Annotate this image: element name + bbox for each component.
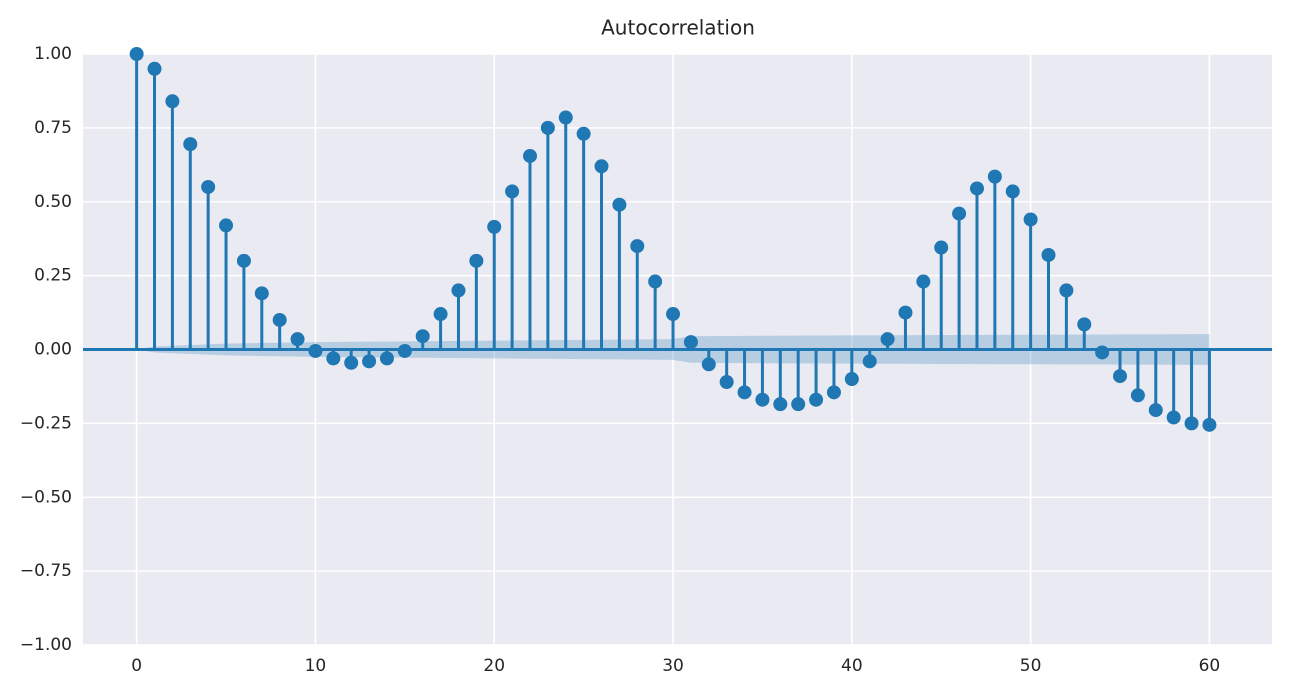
marker	[344, 355, 359, 370]
marker	[219, 218, 234, 233]
marker	[898, 305, 913, 320]
marker	[362, 354, 377, 369]
marker	[165, 94, 180, 109]
marker	[1077, 317, 1092, 332]
marker	[1113, 369, 1128, 384]
x-tick-label: 50	[1020, 656, 1042, 676]
marker	[576, 126, 591, 141]
marker	[183, 137, 198, 152]
marker	[952, 206, 967, 221]
marker	[326, 351, 341, 366]
y-tick-label: −0.50	[20, 487, 72, 507]
marker	[201, 179, 216, 194]
marker	[773, 397, 788, 412]
x-tick-label: 60	[1199, 656, 1221, 676]
marker	[522, 148, 537, 163]
marker	[129, 47, 144, 61]
y-tick-label: −1.00	[20, 635, 72, 655]
marker	[469, 253, 484, 268]
marker	[308, 343, 323, 358]
y-tick-label: 0.00	[34, 340, 72, 360]
marker	[630, 239, 645, 254]
marker	[862, 354, 877, 369]
x-tick-label: 20	[483, 656, 505, 676]
marker	[290, 332, 305, 347]
marker	[558, 110, 573, 125]
y-tick-label: −0.75	[20, 561, 72, 581]
marker	[969, 181, 984, 196]
marker	[1041, 247, 1056, 262]
marker	[487, 219, 502, 234]
marker	[379, 351, 394, 366]
x-tick-label: 40	[841, 656, 863, 676]
marker	[701, 357, 716, 372]
marker	[826, 385, 841, 400]
marker	[451, 283, 466, 298]
marker	[505, 184, 520, 199]
marker	[916, 274, 931, 289]
y-tick-label: 0.50	[34, 192, 72, 212]
marker	[844, 372, 859, 387]
marker	[880, 332, 895, 347]
y-tick-label: 1.00	[34, 44, 72, 64]
marker	[272, 312, 287, 327]
marker	[397, 343, 412, 358]
marker	[1095, 345, 1110, 360]
marker	[648, 274, 663, 289]
marker	[147, 61, 162, 76]
marker	[1023, 212, 1038, 227]
marker	[1202, 417, 1217, 432]
marker	[594, 159, 609, 174]
marker	[737, 385, 752, 400]
marker	[1005, 184, 1020, 199]
marker	[612, 197, 627, 212]
marker	[809, 392, 824, 407]
marker	[1184, 416, 1199, 431]
marker	[987, 169, 1002, 184]
marker	[666, 307, 681, 322]
marker	[683, 335, 698, 350]
marker	[1130, 388, 1145, 403]
marker	[1166, 410, 1181, 425]
x-tick-label: 10	[305, 656, 327, 676]
chart-title: Autocorrelation	[601, 16, 755, 40]
marker	[540, 120, 555, 135]
marker	[1059, 283, 1074, 298]
marker	[254, 286, 269, 301]
marker	[415, 329, 430, 344]
x-tick-label: 30	[662, 656, 684, 676]
marker	[755, 392, 770, 407]
y-tick-label: −0.25	[20, 413, 72, 433]
marker	[934, 240, 949, 255]
marker	[236, 253, 251, 268]
marker	[1148, 403, 1163, 418]
y-tick-label: 0.25	[34, 266, 72, 286]
marker	[791, 397, 806, 412]
marker	[719, 375, 734, 390]
marker	[433, 307, 448, 322]
x-tick-label: 0	[131, 656, 142, 676]
y-tick-label: 0.75	[34, 118, 72, 138]
